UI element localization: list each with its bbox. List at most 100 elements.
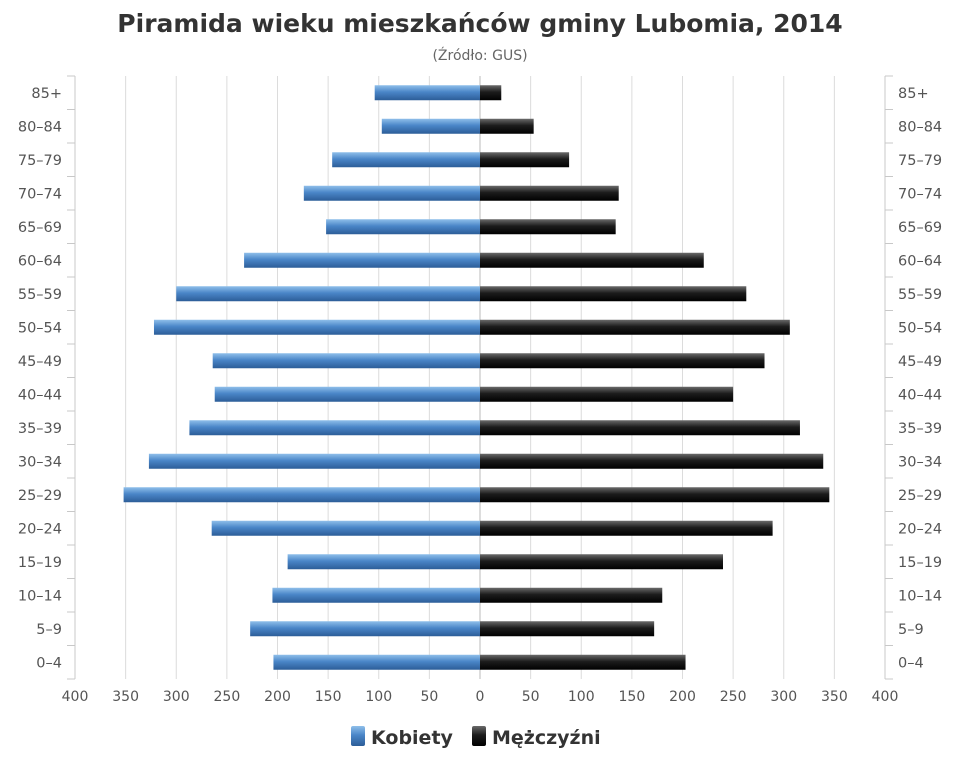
category-label-right: 5–9 bbox=[898, 622, 924, 638]
legend-label-kobiety: Kobiety bbox=[371, 727, 454, 749]
bar-mezczyzni-20-24 bbox=[480, 520, 773, 536]
bar-mezczyzni-45-49 bbox=[480, 353, 765, 369]
category-labels-right: 85+ 80–84 75–79 70–74 65–69 60–64 55–59 50–54 45… bbox=[898, 86, 942, 672]
x-tick-label: 350 bbox=[112, 689, 139, 705]
chart-title: Piramida wieku mieszkańców gminy Lubomia… bbox=[117, 9, 842, 38]
category-label-left: 0–4 bbox=[36, 655, 62, 671]
category-label-right: 70–74 bbox=[898, 186, 942, 202]
bar-mezczyzni-10-14 bbox=[480, 587, 663, 603]
x-tick-label: 100 bbox=[365, 689, 392, 705]
bar-mezczyzni-70-74 bbox=[480, 185, 619, 201]
bar-kobiety-10-14 bbox=[272, 587, 480, 603]
bar-mezczyzni-60-64 bbox=[480, 252, 704, 268]
x-tick-label: 150 bbox=[315, 689, 342, 705]
x-tick-label: 350 bbox=[821, 689, 848, 705]
category-label-right: 40–44 bbox=[898, 387, 942, 403]
x-axis-tick-labels: 400 350 300 250 200 150 100 50 0 50 100 150 200 250 30… bbox=[62, 689, 899, 705]
bar-mezczyzni-35-39 bbox=[480, 420, 800, 436]
bar-mezczyzni-0-4 bbox=[480, 654, 686, 670]
legend-swatch-mezczyzni bbox=[472, 726, 486, 746]
bar-mezczyzni-85+ bbox=[480, 85, 502, 101]
category-label-left: 5–9 bbox=[36, 622, 62, 638]
category-label-left: 35–39 bbox=[18, 421, 62, 437]
x-tick-label: 50 bbox=[420, 689, 438, 705]
category-label-left: 45–49 bbox=[18, 354, 62, 370]
bar-mezczyzni-80-84 bbox=[480, 118, 534, 134]
axes bbox=[67, 75, 893, 680]
category-labels-left: 85+ 80–84 75–79 70–74 65–69 60–64 55–59 50–54 45… bbox=[18, 86, 62, 672]
x-tick-label: 200 bbox=[264, 689, 291, 705]
category-label-right: 10–14 bbox=[898, 588, 942, 604]
legend-label-mezczyzni: Mężczyźni bbox=[492, 727, 601, 749]
x-tick-label: 150 bbox=[619, 689, 646, 705]
category-label-left: 15–19 bbox=[18, 555, 62, 571]
x-tick-label: 200 bbox=[669, 689, 696, 705]
category-label-left: 85+ bbox=[31, 86, 62, 102]
legend: Kobiety Mężczyźni bbox=[351, 726, 601, 749]
category-label-left: 30–34 bbox=[18, 454, 62, 470]
chart-subtitle: (Źródło: GUS) bbox=[432, 46, 527, 64]
x-tick-label: 400 bbox=[872, 689, 899, 705]
x-tick-label: 100 bbox=[568, 689, 595, 705]
x-tick-label: 0 bbox=[476, 689, 485, 705]
category-label-right: 0–4 bbox=[898, 655, 924, 671]
category-label-left: 55–59 bbox=[18, 287, 62, 303]
bar-mezczyzni-55-59 bbox=[480, 286, 747, 302]
category-label-left: 10–14 bbox=[18, 588, 62, 604]
category-label-left: 65–69 bbox=[18, 220, 62, 236]
category-label-left: 60–64 bbox=[18, 253, 62, 269]
bar-mezczyzni-30-34 bbox=[480, 453, 824, 469]
x-tick-label: 400 bbox=[62, 689, 89, 705]
x-tick-label: 50 bbox=[522, 689, 540, 705]
bar-mezczyzni-40-44 bbox=[480, 386, 734, 402]
bar-kobiety-45-49 bbox=[212, 353, 480, 369]
bar-mezczyzni-65-69 bbox=[480, 219, 616, 235]
bar-mezczyzni-15-19 bbox=[480, 554, 723, 570]
category-label-right: 80–84 bbox=[898, 119, 942, 135]
bar-kobiety-20-24 bbox=[211, 520, 480, 536]
x-tick-label: 300 bbox=[163, 689, 190, 705]
category-label-right: 65–69 bbox=[898, 220, 942, 236]
bars bbox=[123, 85, 830, 670]
category-label-left: 25–29 bbox=[18, 488, 62, 504]
x-tick-label: 250 bbox=[214, 689, 241, 705]
bar-kobiety-50-54 bbox=[153, 319, 480, 335]
category-label-left: 80–84 bbox=[18, 119, 62, 135]
category-label-left: 75–79 bbox=[18, 153, 62, 169]
bar-kobiety-60-64 bbox=[244, 252, 480, 268]
category-label-right: 30–34 bbox=[898, 454, 942, 470]
x-tick-label: 300 bbox=[770, 689, 797, 705]
category-label-right: 20–24 bbox=[898, 521, 942, 537]
category-label-right: 25–29 bbox=[898, 488, 942, 504]
category-label-right: 50–54 bbox=[898, 320, 942, 336]
bar-kobiety-55-59 bbox=[176, 286, 480, 302]
bar-kobiety-0-4 bbox=[273, 654, 480, 670]
legend-swatch-kobiety bbox=[351, 726, 365, 746]
x-tick-label: 250 bbox=[720, 689, 747, 705]
category-label-right: 35–39 bbox=[898, 421, 942, 437]
category-label-right: 60–64 bbox=[898, 253, 942, 269]
category-label-right: 15–19 bbox=[898, 555, 942, 571]
bar-mezczyzni-5-9 bbox=[480, 621, 655, 637]
bar-kobiety-40-44 bbox=[214, 386, 480, 402]
bar-mezczyzni-50-54 bbox=[480, 319, 790, 335]
bar-mezczyzni-75-79 bbox=[480, 152, 570, 168]
bar-kobiety-25-29 bbox=[123, 487, 480, 503]
bar-kobiety-5-9 bbox=[250, 621, 480, 637]
category-label-left: 40–44 bbox=[18, 387, 62, 403]
bar-kobiety-85+ bbox=[374, 85, 480, 101]
bar-mezczyzni-25-29 bbox=[480, 487, 830, 503]
category-label-left: 50–54 bbox=[18, 320, 62, 336]
bar-kobiety-80-84 bbox=[381, 118, 480, 134]
category-label-right: 75–79 bbox=[898, 153, 942, 169]
bar-kobiety-30-34 bbox=[148, 453, 480, 469]
category-label-left: 20–24 bbox=[18, 521, 62, 537]
bar-kobiety-75-79 bbox=[332, 152, 480, 168]
bar-kobiety-35-39 bbox=[189, 420, 480, 436]
bar-kobiety-15-19 bbox=[287, 554, 480, 570]
bar-kobiety-70-74 bbox=[303, 185, 480, 201]
category-label-right: 85+ bbox=[898, 86, 929, 102]
category-label-right: 45–49 bbox=[898, 354, 942, 370]
category-label-left: 70–74 bbox=[18, 186, 62, 202]
